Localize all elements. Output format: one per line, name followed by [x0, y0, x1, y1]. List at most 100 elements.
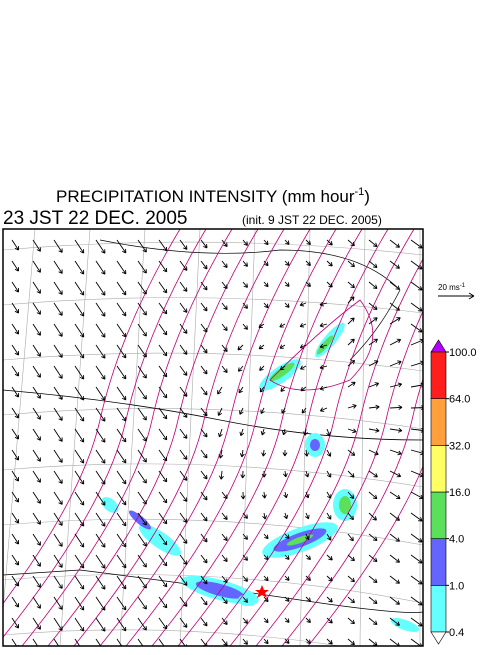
wind-arrow: [281, 407, 286, 414]
wind-arrow: [11, 596, 20, 608]
wind-arrow: [240, 491, 246, 500]
wind-arrow: [200, 239, 208, 249]
wind-arrow: [137, 239, 147, 253]
wind-arrow: [368, 512, 377, 521]
wind-arrow: [53, 386, 63, 400]
colorbar-over: [430, 339, 447, 353]
wind-arrow: [158, 302, 168, 315]
graticule: [3, 241, 423, 256]
wind-arrow: [116, 533, 127, 548]
wind-arrow: [368, 338, 378, 346]
wind-arrow: [95, 470, 106, 485]
wind-arrow: [74, 575, 85, 590]
height-contour: [21, 229, 233, 646]
wind-arrow: [95, 533, 106, 548]
wind-arrow: [242, 638, 248, 645]
wind-arrow: [95, 491, 106, 506]
wind-arrow: [200, 470, 208, 480]
wind-arrow: [53, 617, 63, 631]
wind-arrow: [279, 344, 286, 349]
wind-arrow: [116, 554, 127, 569]
wind-arrow: [11, 491, 20, 503]
wind-arrow: [32, 260, 41, 273]
wind-arrow: [221, 344, 228, 352]
wind-arrow: [179, 512, 188, 523]
wind-arrow: [347, 404, 357, 409]
wind-arrow: [305, 596, 311, 602]
wind-arrow: [283, 512, 289, 520]
height-contour: [3, 229, 181, 605]
wind-arrow: [158, 491, 168, 504]
wind-arrow: [279, 323, 286, 328]
wind-arrow: [200, 344, 208, 354]
height-contour: [99, 229, 311, 646]
wind-arrow: [137, 365, 147, 379]
graticule: [59, 229, 91, 646]
wind-arrow: [258, 323, 265, 329]
wind-arrow: [221, 302, 228, 310]
graticule: [3, 574, 423, 604]
wind-arrow: [305, 575, 311, 581]
graticule: [119, 229, 146, 646]
colorbar: 0.4 1.0 4.0 16.0 32.0 64.0 100.0: [430, 339, 477, 645]
wind-arrow: [410, 360, 423, 367]
wind-arrow: [95, 344, 106, 359]
wind-arrow: [326, 554, 333, 561]
wind-arrow: [368, 281, 378, 289]
wind-arrow: [74, 533, 85, 548]
colorbar-label: 0.4: [449, 627, 464, 639]
wind-arrow: [200, 449, 208, 459]
wind-arrow: [326, 533, 332, 541]
wind-arrow: [32, 512, 41, 525]
wind-arrow: [200, 323, 208, 333]
wind-arrow: [242, 302, 248, 309]
wind-arrow: [221, 260, 228, 268]
wind-arrow: [32, 575, 41, 588]
wind-arrow: [32, 281, 41, 294]
wind-arrow: [242, 554, 248, 561]
wind-arrow: [221, 575, 228, 583]
wind-arrow: [74, 470, 85, 485]
wind-arrow: [389, 491, 401, 500]
height-contour: [281, 377, 423, 646]
wind-arrow: [410, 470, 423, 478]
wind-arrow: [53, 596, 63, 610]
wind-arrow: [32, 239, 41, 252]
map: [2, 228, 424, 647]
wind-arrow: [242, 260, 248, 267]
wind-arrow: [137, 281, 147, 295]
wind-arrow: [116, 281, 127, 296]
wind-arrow: [95, 449, 106, 464]
wind-arrow: [263, 617, 269, 624]
wind-arrow: [284, 617, 290, 623]
wind-arrow: [53, 344, 63, 358]
wind-arrow: [179, 491, 188, 502]
wind-arrow: [179, 239, 188, 250]
wind-arrow: [11, 386, 20, 398]
wind-arrow: [261, 491, 267, 499]
wind-arrow: [179, 302, 188, 313]
wind-arrow: [239, 428, 245, 437]
wind-arrow: [74, 428, 85, 443]
wind-arrow: [74, 365, 85, 380]
wind-arrow: [137, 323, 147, 337]
wind-arrow: [368, 575, 378, 583]
wind-arrow: [53, 365, 63, 379]
wind-arrow: [347, 449, 356, 456]
graticule: [3, 408, 423, 430]
wind-arrow: [32, 344, 41, 357]
height-contour: [3, 229, 207, 638]
wind-arrow: [305, 533, 310, 541]
wind-arrow: [389, 427, 403, 433]
wind-arrow: [53, 239, 63, 253]
wind-arrow: [74, 344, 85, 359]
wind-arrow: [32, 491, 41, 504]
wind-arrow: [281, 428, 287, 436]
wind-arrow: [283, 491, 289, 499]
height-contour: [151, 229, 363, 646]
wind-arrow: [263, 533, 269, 540]
wind-arrow: [389, 554, 400, 563]
init-time: (init. 9 JST 22 DEC. 2005): [242, 213, 382, 227]
wind-arrow: [284, 302, 290, 308]
